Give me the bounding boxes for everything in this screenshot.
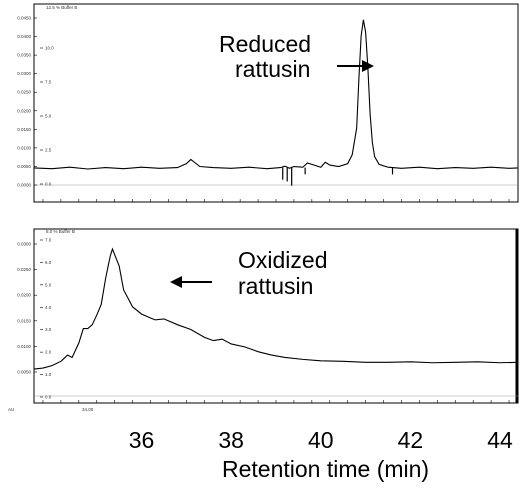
au-tick-label: 0.0100 [17, 145, 31, 150]
bottom-au-axis-ticks: 0.0300 0.0250 0.0200 0.0150 0.0100 0.0050 [17, 242, 37, 375]
au-tick-label: 0.0300 [17, 71, 31, 76]
x-tick-label: 40 [308, 427, 334, 453]
top-annotation-line2: rattusin [235, 56, 310, 82]
bottom-small-x-tick-label: 34.00 [82, 407, 94, 412]
top-panel: 0.04500.04000.03500.03000.02500.02000.01… [17, 3, 519, 203]
buffer-tick-label: 5.0 [45, 114, 52, 119]
au-tick-label: 0.0150 [17, 127, 31, 132]
buffer-tick-label: 10.0 [45, 46, 54, 51]
au-tick-label: 0.0000 [17, 183, 31, 188]
x-tick-label: 38 [218, 427, 244, 453]
buffer-tick-label: 0.0 [45, 395, 52, 400]
bottom-series-label: 8.0 % Buffer B [46, 229, 75, 234]
au-unit-label: AU [8, 407, 14, 412]
au-tick-label: 0.0200 [17, 293, 31, 298]
au-tick-label: 0.0450 [17, 16, 31, 21]
bottom-x-minor-ticks [42, 400, 510, 403]
x-axis-label: Retention time (min) [222, 456, 429, 482]
au-tick-label: 0.0250 [17, 90, 31, 95]
left-arrow-icon [170, 276, 212, 288]
au-tick-label: 0.0100 [17, 344, 31, 349]
x-tick-label: 36 [129, 427, 155, 453]
x-tick-label: 42 [398, 427, 424, 453]
buffer-tick-label: 7.5 [45, 80, 52, 85]
x-tick-label: 44 [487, 427, 513, 453]
au-tick-label: 0.0250 [17, 267, 31, 272]
top-x-minor-ticks [42, 199, 510, 202]
top-series-label: 12.5 % Buffer B [46, 5, 77, 10]
top-annotation-line1: Reduced [219, 31, 311, 57]
buffer-tick-label: 4.0 [45, 305, 52, 310]
au-tick-label: 0.0200 [17, 108, 31, 113]
buffer-tick-label: 6.0 [45, 260, 52, 265]
au-tick-label: 0.0050 [17, 164, 31, 169]
buffer-tick-label: 7.0 [45, 238, 52, 243]
buffer-tick-label: 2.5 [45, 148, 52, 153]
top-spikes [282, 167, 394, 186]
top-buffer-axis-ticks: 10.0 7.5 5.0 2.5 0.0 [40, 46, 54, 187]
au-tick-label: 0.0150 [17, 318, 31, 323]
buffer-tick-label: 3.0 [45, 327, 52, 332]
au-tick-label: 0.0050 [17, 370, 31, 375]
au-tick-label: 0.0350 [17, 53, 31, 58]
bottom-annotation-line1: Oxidized [238, 247, 327, 273]
bottom-chromatogram-trace [33, 247, 519, 370]
buffer-tick-label: 5.0 [45, 282, 52, 287]
bottom-buffer-axis-ticks: 7.0 6.0 5.0 4.0 3.0 2.0 1.0 0.0 [40, 238, 52, 400]
bottom-annotation-line2: rattusin [238, 273, 313, 299]
bottom-panel: 0.0300 0.0250 0.0200 0.0150 0.0100 0.0050 7.0… [8, 228, 519, 412]
au-tick-label: 0.0300 [17, 242, 31, 247]
retention-time-axis-ticks: 36 38 40 42 44 [129, 427, 513, 453]
au-tick-label: 0.0400 [17, 34, 31, 39]
buffer-tick-label: 0.0 [45, 182, 52, 187]
buffer-tick-label: 2.0 [45, 350, 52, 355]
top-au-axis-ticks: 0.0450 0.0400 0.0350 0.0300 0.0250 0.0200 0.01… [17, 16, 37, 188]
right-arrow-icon [337, 60, 374, 72]
top-chromatogram-trace [33, 19, 519, 170]
buffer-tick-label: 1.0 [45, 372, 52, 377]
